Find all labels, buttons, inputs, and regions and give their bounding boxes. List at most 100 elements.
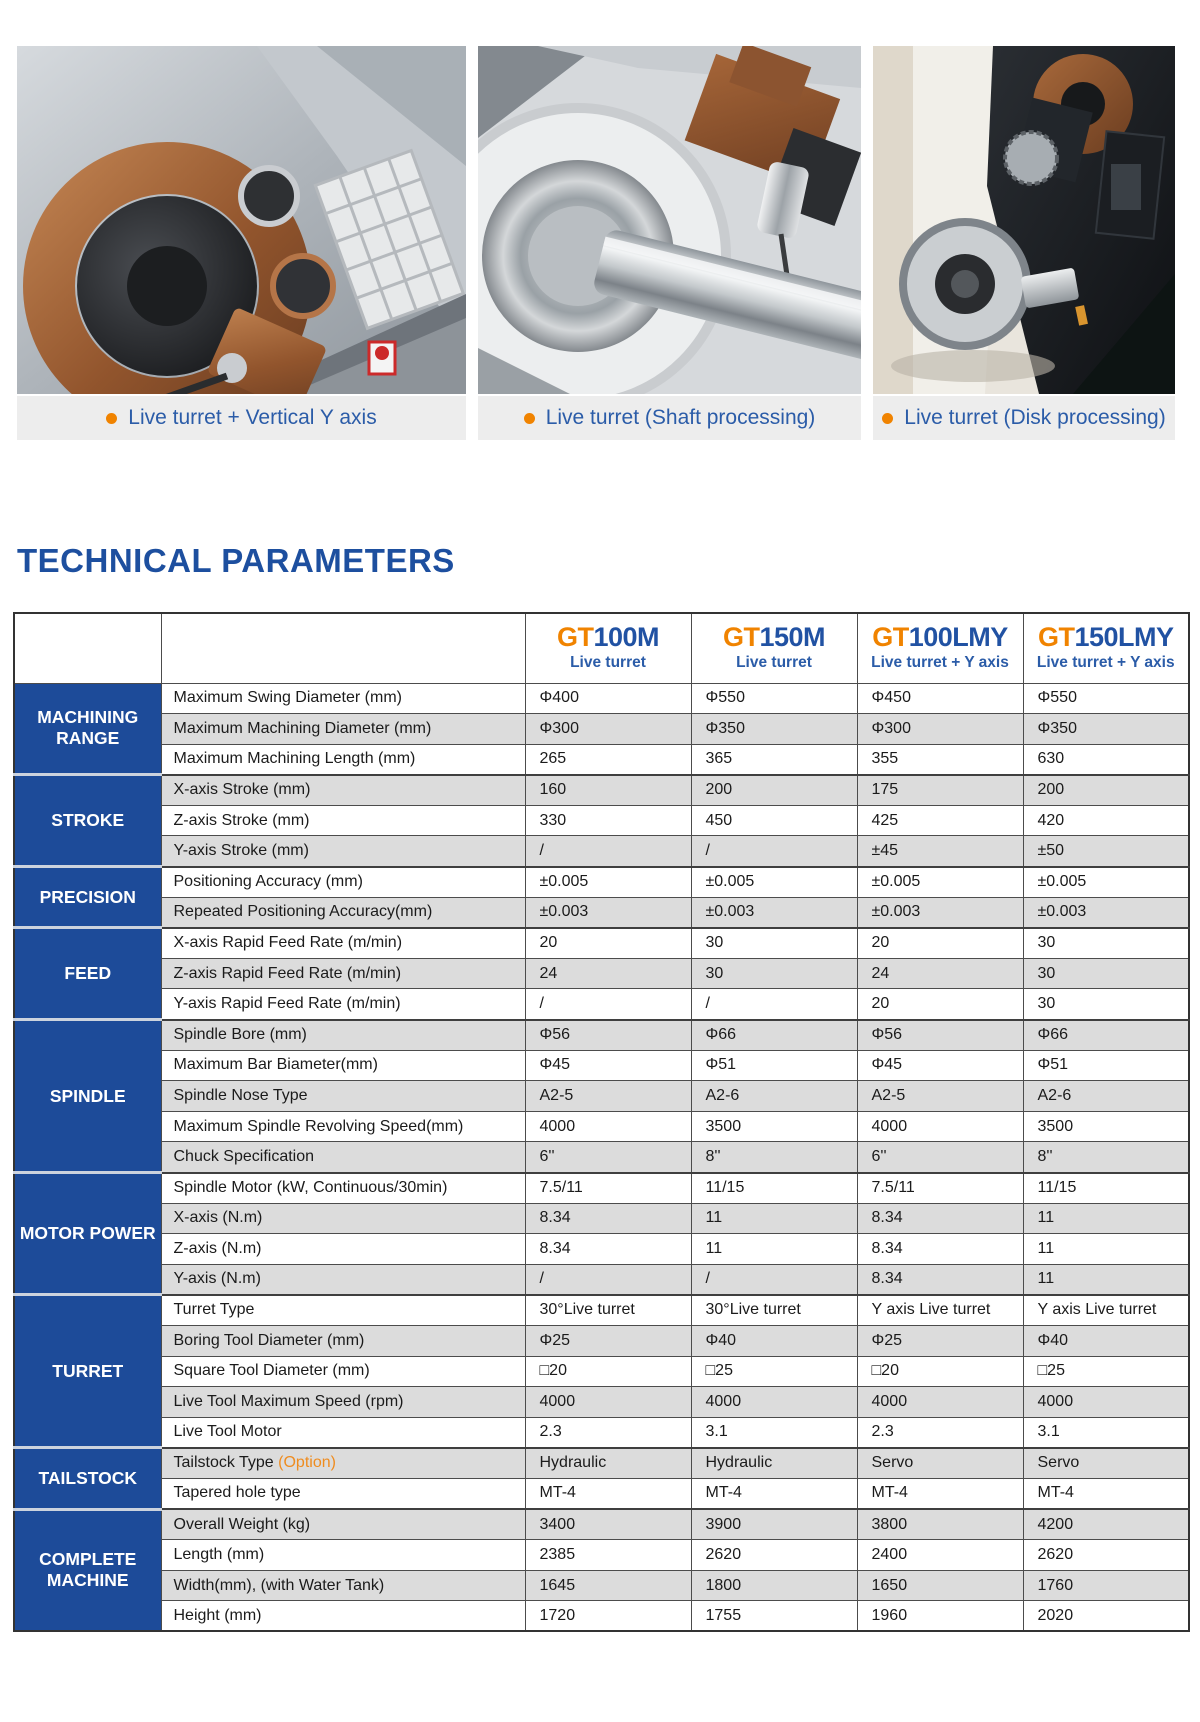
value-cell: / <box>524 1263 692 1296</box>
category-cell-machining-range: MACHINING RANGE <box>13 682 162 776</box>
value-cell: Φ56 <box>856 1018 1024 1051</box>
value-cell: ±0.003 <box>1022 896 1190 929</box>
machine-photo-illustration <box>873 46 1175 394</box>
value-cell: 3900 <box>690 1508 858 1541</box>
value-cell: 8.34 <box>856 1202 1024 1235</box>
table-row: Live Tool Maximum Speed (rpm) 4000 4000 400… <box>14 1386 1190 1418</box>
value-cell: 8'' <box>1022 1141 1190 1173</box>
model-header-gt100lmy: GT100LMY Live turret + Y axis <box>856 612 1024 684</box>
row-label: X-axis (N.m) <box>160 1202 526 1235</box>
row-label: Chuck Specification <box>160 1141 526 1173</box>
value-cell: Φ56 <box>524 1018 692 1051</box>
model-subtitle: Live turret <box>736 654 812 672</box>
row-label: Height (mm) <box>160 1600 526 1632</box>
value-cell: 3500 <box>1022 1110 1190 1143</box>
row-label: Overall Weight (kg) <box>160 1508 526 1541</box>
option-tag: (Option) <box>273 1454 336 1472</box>
model-subtitle: Live turret + Y axis <box>1036 654 1175 672</box>
value-cell: 265 <box>524 743 692 776</box>
value-cell: MT-4 <box>690 1477 858 1510</box>
value-cell: ±0.005 <box>856 865 1024 898</box>
model-subtitle: Live turret + Y axis <box>871 654 1009 672</box>
value-cell: Φ400 <box>524 682 692 715</box>
value-cell: □20 <box>524 1355 692 1388</box>
section-title: TECHNICAL PARAMETERS <box>17 542 455 579</box>
machine-photo-illustration <box>478 46 861 394</box>
value-cell: Φ300 <box>524 713 692 745</box>
value-cell: 6'' <box>524 1141 692 1173</box>
value-cell: 420 <box>1022 804 1190 837</box>
value-cell: Φ51 <box>1022 1049 1190 1082</box>
value-cell: Hydraulic <box>524 1446 692 1479</box>
row-label: Y-axis Rapid Feed Rate (m/min) <box>160 988 526 1021</box>
value-cell: Φ45 <box>856 1049 1024 1082</box>
value-cell: 20 <box>856 988 1024 1021</box>
machine-photo-shaft-processing <box>478 46 861 394</box>
value-cell: ±0.003 <box>856 896 1024 929</box>
value-cell: ±0.005 <box>524 865 692 898</box>
value-cell: 4000 <box>856 1110 1024 1143</box>
table-row: Tapered hole type MT-4 MT-4 MT-4 MT-4 <box>14 1477 1190 1510</box>
value-cell: Y axis Live turret <box>856 1293 1024 1326</box>
value-cell: 30 <box>690 957 858 990</box>
caption-text: Live turret (Shaft processing) <box>545 406 816 429</box>
value-cell: / <box>690 988 858 1021</box>
row-label: Y-axis (N.m) <box>160 1263 526 1296</box>
table-row: PRECISION Positioning Accuracy (mm) ±0.005… <box>13 865 1190 929</box>
value-cell: 2620 <box>690 1539 858 1571</box>
model-name: GT150M <box>722 622 826 653</box>
row-label: X-axis Rapid Feed Rate (m/min) <box>160 926 526 959</box>
table-row: Maximum Machining Length (mm) 265 365 355 63… <box>14 743 1190 776</box>
machine-photo-disk-processing <box>873 46 1175 394</box>
photo-card-live-turret-vertical-y: Live turret + Vertical Y axis <box>17 46 466 440</box>
value-cell: 20 <box>856 926 1024 959</box>
value-cell: 425 <box>856 804 1024 837</box>
bullet-icon <box>882 412 894 424</box>
row-label: Maximum Bar Biameter(mm) <box>160 1049 526 1082</box>
value-cell: 30 <box>1022 926 1190 959</box>
value-cell: 200 <box>690 773 858 806</box>
table-row: STROKE X-axis Stroke (mm) 160 200 175 200 <box>13 773 1190 868</box>
row-label: Repeated Positioning Accuracy(mm) <box>160 896 526 929</box>
value-cell: 30 <box>690 926 858 959</box>
value-cell: 2020 <box>1022 1600 1190 1632</box>
photo-gallery: Live turret + Vertical Y axis <box>17 46 1175 440</box>
value-cell: □25 <box>1022 1355 1190 1388</box>
value-cell: 24 <box>524 957 692 990</box>
value-cell: 2400 <box>856 1539 1024 1571</box>
value-cell: 1760 <box>1022 1569 1190 1602</box>
value-cell: 4000 <box>690 1386 858 1418</box>
value-cell: 365 <box>690 743 858 776</box>
parameters-table-body: MACHINING RANGE Maximum Swing Diameter (m… <box>13 682 1190 1632</box>
row-label: Y-axis Stroke (mm) <box>160 835 526 868</box>
value-cell: 11/15 <box>1022 1171 1190 1204</box>
caption-text: Live turret (Disk processing) <box>904 406 1166 429</box>
value-cell: Φ550 <box>690 682 858 715</box>
value-cell: 3400 <box>524 1508 692 1541</box>
table-row: Live Tool Motor 2.3 3.1 2.3 3.1 <box>14 1416 1190 1449</box>
value-cell: Φ450 <box>856 682 1024 715</box>
row-label: Live Tool Maximum Speed (rpm) <box>160 1386 526 1418</box>
table-row: Z-axis (N.m) 8.34 11 8.34 11 <box>14 1233 1190 1265</box>
value-cell: MT-4 <box>856 1477 1024 1510</box>
value-cell: □20 <box>856 1355 1024 1388</box>
row-label: Positioning Accuracy (mm) <box>160 865 526 898</box>
value-cell: 2385 <box>524 1539 692 1571</box>
value-cell: 11 <box>1022 1263 1190 1296</box>
value-cell: 6'' <box>856 1141 1024 1173</box>
value-cell: Φ40 <box>690 1324 858 1357</box>
value-cell: 11 <box>1022 1233 1190 1265</box>
value-cell: 1720 <box>524 1600 692 1632</box>
row-label: Live Tool Motor <box>160 1416 526 1449</box>
row-label: Spindle Nose Type <box>160 1080 526 1112</box>
machine-photo-live-turret-vertical-y-axis <box>17 46 466 394</box>
value-cell: 20 <box>524 926 692 959</box>
value-cell: 200 <box>1022 773 1190 806</box>
table-row: Width(mm), (with Water Tank) 1645 1800 1650… <box>14 1569 1190 1602</box>
value-cell: 160 <box>524 773 692 806</box>
category-cell-tailstock: TAILSTOCK <box>13 1446 162 1510</box>
table-row: Height (mm) 1720 1755 1960 2020 <box>14 1600 1190 1632</box>
table-row: Z-axis Stroke (mm) 330 450 425 420 <box>14 804 1190 837</box>
value-cell: 3.1 <box>690 1416 858 1449</box>
